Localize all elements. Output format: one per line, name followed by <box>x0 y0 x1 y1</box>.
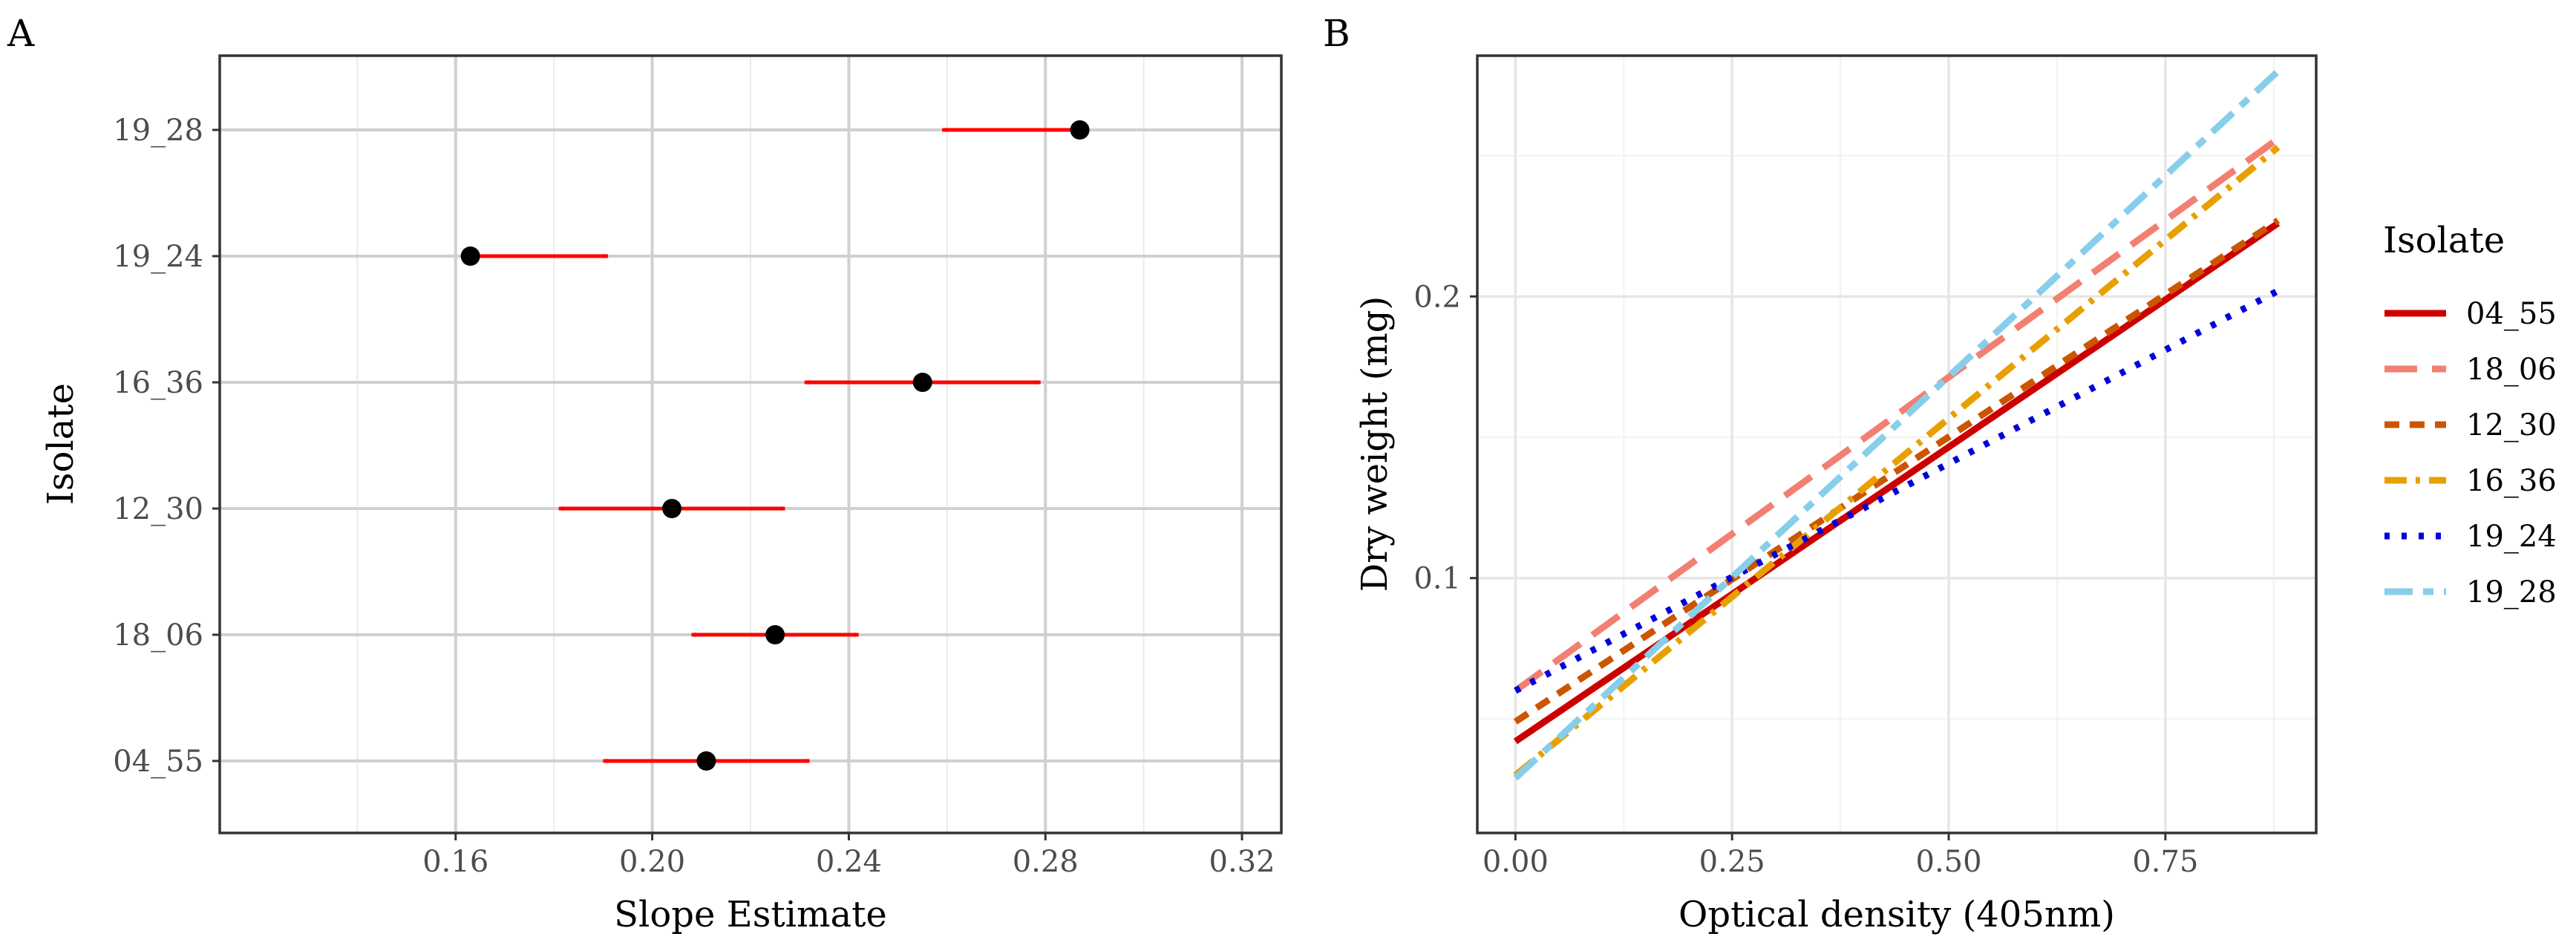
slope-point <box>460 246 480 266</box>
legend-items: 04_55 18_06 12_30 16_36 19_24 19_28 <box>2384 297 2557 610</box>
y-tick-label: 0.1 <box>1413 562 1461 596</box>
x-tick-label: 0.75 <box>2132 845 2198 879</box>
series-line-19-28 <box>1513 68 2281 781</box>
slope-point <box>662 499 682 518</box>
category-label: 18_06 <box>113 618 203 653</box>
series-line-18-06 <box>1513 136 2281 694</box>
panel-a-x-axis-title: Slope Estimate <box>614 894 887 935</box>
legend: Isolate 04_55 18_06 12_30 16_36 19_24 19_28 <box>2383 220 2557 610</box>
legend-label: 19_28 <box>2466 575 2557 610</box>
panel-a-marks <box>460 120 1090 771</box>
x-tick-label: 0.16 <box>422 845 488 879</box>
legend-title: Isolate <box>2383 220 2505 261</box>
category-label: 12_30 <box>113 492 203 526</box>
slope-point <box>912 373 932 392</box>
x-tick-label: 0.28 <box>1013 845 1079 879</box>
panel-b-border <box>1476 54 2318 834</box>
panel-b-x-axis-title: Optical density (405nm) <box>1678 894 2115 935</box>
legend-label: 04_55 <box>2466 297 2557 331</box>
panel-a-gridlines <box>220 56 1281 833</box>
series-line-19-24 <box>1514 287 2280 694</box>
category-label: 16_36 <box>113 366 203 400</box>
series-line-12-30 <box>1513 218 2281 725</box>
legend-label: 18_06 <box>2466 353 2557 387</box>
panel-a-border <box>218 54 1283 834</box>
y-tick-label: 0.2 <box>1413 280 1461 314</box>
legend-label: 19_24 <box>2466 520 2557 554</box>
panel-a-slope-chart: A 0.16 0.20 0.24 0.28 0.32 19_28 19_24 16_36 12_… <box>7 12 1283 935</box>
category-label: 19_24 <box>113 240 203 274</box>
slope-point <box>696 751 716 771</box>
series-line-16-36 <box>1513 144 2281 778</box>
x-tick-label: 0.20 <box>619 845 685 879</box>
panel-a-axis-ticks: 0.16 0.20 0.24 0.28 0.32 19_28 19_24 16_36 12_30… <box>113 114 1275 879</box>
category-label: 19_28 <box>113 114 203 148</box>
x-tick-label: 0.32 <box>1209 845 1275 879</box>
slope-point <box>765 625 785 644</box>
panel-b-y-axis-title: Dry weight (mg) <box>1354 296 1396 592</box>
panel-a-y-axis-title: Isolate <box>40 383 82 505</box>
legend-label: 16_36 <box>2466 464 2557 498</box>
slope-point <box>1070 120 1090 140</box>
panel-b-lines <box>1513 68 2281 781</box>
panel-a-tag: A <box>7 12 35 55</box>
category-label: 04_55 <box>113 745 203 779</box>
x-tick-label: 0.50 <box>1916 845 1982 879</box>
panel-b-line-chart: B 0.00 0.25 0.50 0.75 0.1 0.2 Optical density… <box>1323 12 2318 935</box>
x-tick-label: 0.25 <box>1699 845 1765 879</box>
series-line-04-55 <box>1513 220 2281 745</box>
panel-b-axis-ticks: 0.00 0.25 0.50 0.75 0.1 0.2 <box>1413 280 2198 879</box>
x-tick-label: 0.00 <box>1482 845 1549 879</box>
panel-b-gridlines <box>1477 56 2316 833</box>
x-tick-label: 0.24 <box>816 845 882 879</box>
panel-b-tag: B <box>1323 12 1350 55</box>
legend-label: 12_30 <box>2466 408 2557 442</box>
